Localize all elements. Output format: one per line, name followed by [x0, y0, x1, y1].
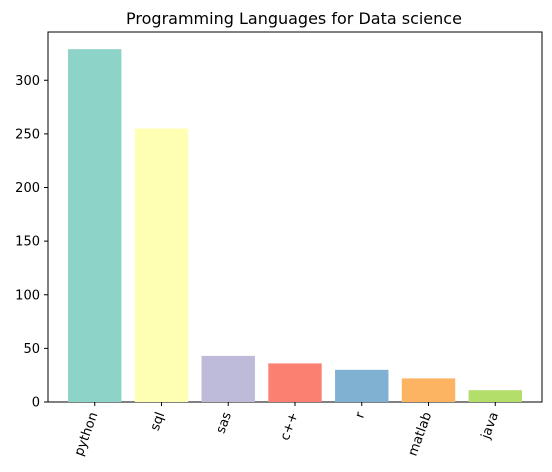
category-label: sas	[214, 410, 236, 436]
bar-sas	[201, 355, 255, 402]
category-label: matlab	[406, 410, 436, 458]
y-tick-label: 150	[15, 235, 40, 250]
y-tick-label: 100	[15, 288, 40, 303]
y-tick-label: 200	[15, 181, 40, 196]
x-axis: python sql sas c++ r matlab java	[72, 402, 502, 458]
y-tick-label: 250	[15, 127, 40, 142]
category-label: sql	[148, 410, 168, 433]
y-axis: 0 50 100 150 200 250 300	[15, 74, 48, 411]
y-tick-label: 300	[15, 74, 40, 89]
y-tick-label: 50	[23, 342, 40, 357]
chart-title: Programming Languages for Data science	[126, 9, 462, 28]
category-label: c++	[278, 410, 302, 442]
plot-frame	[47, 31, 543, 403]
bar-java	[468, 390, 522, 402]
category-label: java	[478, 410, 502, 442]
bars	[68, 49, 522, 403]
y-tick-label: 0	[32, 396, 40, 411]
bar-r	[335, 369, 389, 402]
category-label: r	[353, 410, 369, 421]
bar-cpp	[268, 363, 322, 402]
bar-matlab	[401, 378, 456, 402]
bar-sql	[134, 128, 189, 403]
category-label: python	[72, 410, 102, 458]
bar-python	[68, 49, 122, 402]
